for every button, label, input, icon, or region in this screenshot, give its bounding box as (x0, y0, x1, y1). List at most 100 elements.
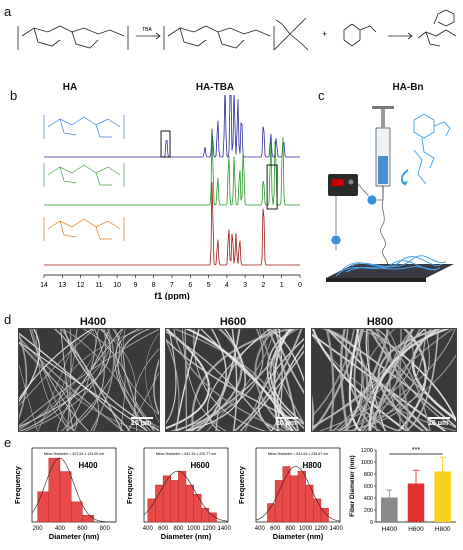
panel-label-b: b (10, 88, 18, 103)
histogram-xlabel: Diameter (nm) (49, 532, 100, 541)
histogram-fit-curve (31, 457, 116, 523)
panel-label-d: d (4, 312, 12, 327)
nmr-tick-label: 2 (261, 282, 265, 289)
sem-image-h400: 10 μm (18, 328, 160, 432)
nmr-xlabel: f1 (ppm) (154, 291, 190, 300)
bar-category-label: H800 (435, 526, 451, 533)
bar-h400 (381, 497, 398, 522)
nmr-tick-label: 7 (170, 282, 174, 289)
histogram-fit-curve (255, 466, 341, 522)
histogram-x-tick: 1200 (314, 526, 328, 532)
nmr-tick-label: 1 (280, 282, 284, 289)
compound-title-ha-tba: HA-TBA (195, 82, 235, 93)
histogram-bin (282, 466, 291, 523)
histogram-h800: 400 600 800 1000 1200 1400 Diameter (nm) Freque… (237, 447, 344, 541)
histogram-fit-curve (143, 470, 229, 522)
nmr-spectra: 14 13 12 11 10 9 8 7 6 5 4 3 2 1 0f1 (ppm) (40, 95, 302, 300)
histogram-x-tick: 1400 (218, 526, 232, 532)
histogram-xlabel: Diameter (nm) (273, 532, 324, 541)
syringe-icon (372, 106, 394, 200)
histogram-bin (193, 494, 202, 523)
histogram-x-tick: 400 (255, 526, 266, 532)
histogram-bin (71, 501, 83, 523)
bar-ylabel: Fiber Diameter (nm) (349, 455, 356, 516)
reagent-tba-label: TBA (142, 27, 152, 33)
bar-y-tick: 0 (370, 520, 373, 526)
power-supply-icon (328, 174, 358, 196)
sem-title-h400: H400 (79, 316, 107, 328)
histogram-bin (320, 507, 329, 523)
histogram-bin (59, 471, 72, 523)
nmr-tick-label: 10 (113, 282, 121, 289)
histogram-mean-text: Mean Diameter = 642.39 ± 220.77 nm (156, 452, 217, 456)
sem-scale-h400: 10 μm (131, 420, 152, 427)
histogram-h600: 400 600 800 1000 1200 1400 Diameter (nm) Freque… (125, 447, 232, 541)
nmr-tick-label: 9 (133, 282, 137, 289)
nmr-tick-label: 4 (225, 282, 229, 289)
nmr-tick-label: 3 (243, 282, 247, 289)
nmr-tick-label: 12 (77, 282, 85, 289)
panel-label-e: e (4, 435, 12, 450)
histogram-x-tick: 200 (33, 526, 44, 532)
bar-h800 (434, 471, 451, 522)
panel-label-a: a (4, 4, 12, 19)
histogram-ylabel: Frequency (237, 465, 246, 504)
fiber-diameter-bar-chart: 0 200 400 600 800 1000 1200 H400 H600 H800 *** Fibe… (349, 447, 456, 533)
nmr-structure-sketch (43, 217, 125, 241)
electrospinning-schematic (326, 106, 454, 282)
bar-y-tick: 400 (364, 496, 373, 502)
histogram-x-tick: 600 (270, 526, 281, 532)
compound-title-ha: HA (62, 82, 78, 93)
bar-category-label: H600 (408, 526, 424, 533)
histogram-x-tick: 1200 (202, 526, 216, 532)
nmr-trace (44, 95, 300, 158)
nmr-trace (44, 182, 300, 266)
histogram-x-tick: 800 (100, 526, 111, 532)
nmr-tick-label: 6 (188, 282, 192, 289)
collector-plate (326, 255, 454, 282)
sem-title-h800: H800 (366, 316, 394, 328)
histogram-x-tick: 1000 (299, 526, 313, 532)
histogram-x-tick: 600 (158, 526, 169, 532)
bar-y-tick: 800 (364, 472, 373, 478)
nmr-tick-label: 11 (95, 282, 102, 289)
histogram-bin (162, 475, 171, 523)
histogram-bin (82, 515, 94, 523)
bar-y-tick: 200 (364, 508, 373, 514)
nmr-trace (44, 131, 300, 206)
bar-h600 (407, 483, 425, 522)
bar-y-tick: 600 (364, 484, 373, 490)
svg-text:+: + (322, 29, 327, 39)
histogram-bin (201, 507, 210, 523)
histogram-x-tick: 800 (173, 526, 184, 532)
histogram-bin (313, 498, 322, 523)
histogram-bin (178, 470, 187, 523)
histogram-xlabel: Diameter (nm) (161, 532, 212, 541)
sem-image-h600: 10 μm (165, 328, 305, 432)
nmr-tick-label: 13 (58, 282, 66, 289)
histogram-mean-text: Mean Diameter = 841.69 ± 236.67 nm (268, 452, 329, 456)
histogram-title: H400 (78, 461, 98, 470)
bar-category-label: H400 (382, 526, 398, 533)
ha-bn-molecule-sketch (413, 113, 451, 185)
histogram-bin (185, 484, 194, 523)
nmr-tick-label: 14 (40, 282, 48, 289)
sem-scale-h800: 10 μm (428, 420, 449, 427)
histogram-x-tick: 1000 (187, 526, 201, 532)
histogram-bin (297, 470, 306, 523)
histogram-ylabel: Frequency (13, 465, 22, 504)
histogram-bin (290, 475, 299, 523)
histogram-bin (155, 484, 164, 523)
histogram-x-tick: 1400 (330, 526, 344, 532)
histogram-bin (170, 480, 179, 523)
histogram-mean-text: Mean Diameter = 407.64 ± 124.00 nm (44, 452, 105, 456)
histogram-ylabel: Frequency (125, 465, 134, 504)
nmr-tick-label: 5 (207, 282, 211, 289)
nmr-structure-sketch (43, 115, 125, 139)
nmr-structure-sketch (43, 163, 125, 187)
reaction-scheme: TBA + (17, 9, 457, 51)
histogram-title: H800 (302, 461, 322, 470)
panel-label-c: c (318, 88, 325, 103)
sem-scale-h600: 10 μm (276, 420, 297, 427)
